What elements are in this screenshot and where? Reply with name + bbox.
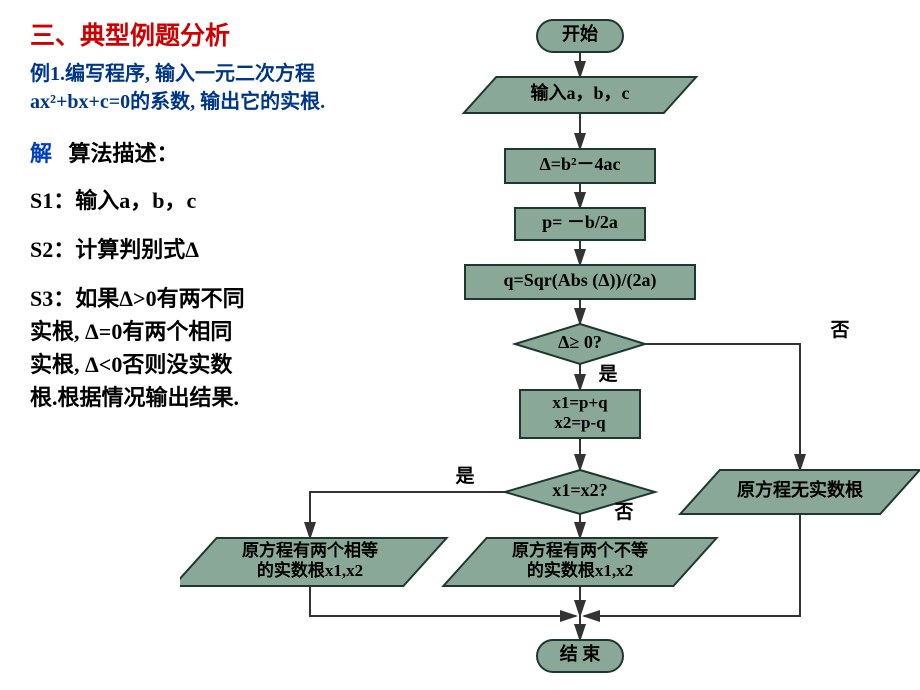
flowchart: 开始输入a，b，c Δ=b²－4ac p= －b/2a q=Sqr(Abs (Δ))/… bbox=[180, 10, 920, 690]
example-label: 例1. bbox=[30, 63, 65, 85]
svg-text:原方程有两个相等: 原方程有两个相等 bbox=[242, 540, 378, 560]
svg-text:x2=p-q: x2=p-q bbox=[554, 413, 606, 432]
svg-text:q=Sqr(Abs (Δ))/(2a): q=Sqr(Abs (Δ))/(2a) bbox=[503, 270, 656, 291]
svg-text:是: 是 bbox=[455, 465, 474, 487]
svg-text:是: 是 bbox=[598, 363, 617, 385]
svg-text:的实数根x1,x2: 的实数根x1,x2 bbox=[527, 560, 633, 580]
svg-text:x1=x2?: x1=x2? bbox=[552, 480, 607, 500]
svg-text:p= －b/2a: p= －b/2a bbox=[542, 212, 618, 232]
solution-label: 解 bbox=[30, 141, 52, 166]
solution-desc: 算法描述： bbox=[69, 141, 179, 166]
svg-text:x1=p+q: x1=p+q bbox=[552, 393, 608, 412]
svg-text:Δ=b²－4ac: Δ=b²－4ac bbox=[540, 154, 621, 174]
svg-text:的实数根x1,x2: 的实数根x1,x2 bbox=[257, 560, 363, 580]
svg-text:Δ≥ 0?: Δ≥ 0? bbox=[558, 332, 602, 352]
svg-text:原方程无实数根: 原方程无实数根 bbox=[737, 479, 863, 500]
svg-text:否: 否 bbox=[613, 502, 633, 523]
svg-text:开始: 开始 bbox=[562, 23, 598, 44]
svg-text:结 束: 结 束 bbox=[560, 643, 601, 664]
svg-text:输入a，b，c: 输入a，b，c bbox=[531, 82, 630, 103]
svg-text:原方程有两个不等: 原方程有两个不等 bbox=[512, 540, 648, 560]
svg-text:否: 否 bbox=[829, 320, 849, 341]
